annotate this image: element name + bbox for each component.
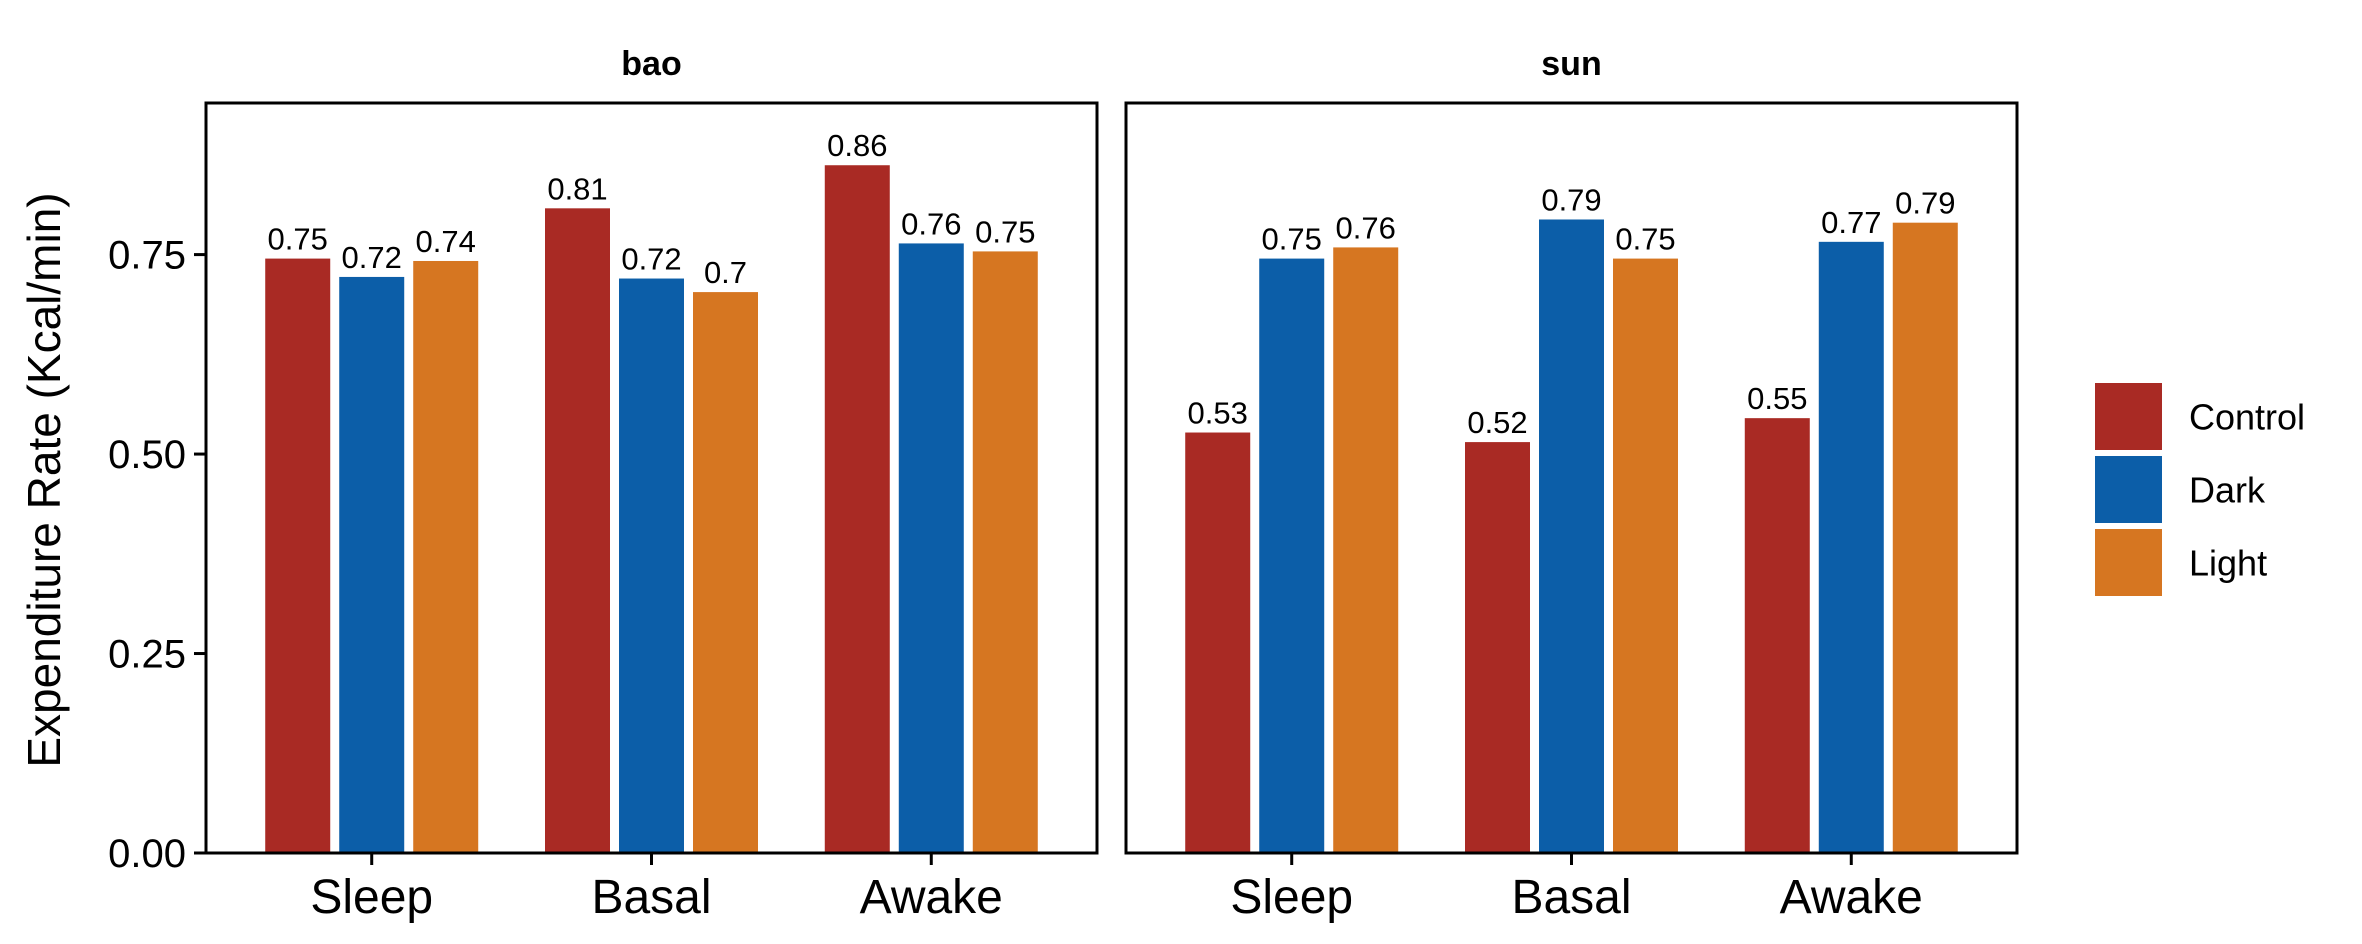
bar-sun-awake-control [1744, 418, 1810, 853]
bar-label: 0.72 [621, 242, 681, 277]
y-tick-label: 0.25 [108, 633, 186, 677]
bar-label: 0.72 [342, 240, 402, 275]
bar-bao-awake-light [972, 251, 1038, 854]
bar-label: 0.81 [547, 171, 607, 206]
bar-label: 0.79 [1541, 182, 1601, 217]
facet-title: sun [1541, 45, 1601, 83]
bar-bao-sleep-light [413, 260, 479, 853]
bar-label: 0.75 [268, 222, 328, 257]
y-tick-label: 0.75 [108, 234, 186, 278]
bar-bao-basal-dark [619, 278, 684, 853]
bar-bao-basal-light [693, 292, 758, 854]
bar-label: 0.52 [1467, 405, 1527, 440]
bar-sun-sleep-light [1333, 247, 1399, 853]
bar-sun-awake-dark [1818, 241, 1884, 854]
bar-label: 0.75 [975, 214, 1035, 249]
legend-item-light: Light [2095, 529, 2267, 596]
legend-label: Light [2189, 543, 2267, 584]
x-tick-label: Awake [860, 871, 1003, 924]
x-tick-label: Basal [591, 871, 711, 924]
panel-border [204, 101, 1099, 855]
bar-label: 0.55 [1747, 381, 1807, 416]
bar-label: 0.76 [1336, 210, 1396, 245]
bar-label: 0.74 [416, 224, 476, 259]
bar-label: 0.86 [827, 128, 887, 163]
legend-item-control: Control [2095, 383, 2305, 450]
bar-bao-sleep-dark [339, 276, 405, 853]
y-tick-label: 0.00 [108, 832, 186, 876]
x-tick-label: Awake [1780, 871, 1923, 924]
legend-label: Dark [2189, 470, 2266, 511]
bar-sun-basal-dark [1539, 219, 1604, 853]
y-tick-label: 0.50 [108, 433, 186, 477]
bar-label: 0.7 [704, 255, 747, 290]
bar-sun-sleep-dark [1259, 258, 1325, 854]
facet-bao: bao 0.75 0.72 0.74 Sleep 0.81 0.72 0.7 Basal 0.86… [204, 45, 1099, 924]
bar-label: 0.76 [901, 206, 961, 241]
panel-border [1124, 101, 2019, 855]
bar-label: 0.53 [1188, 396, 1248, 431]
legend: Control Dark Light [2095, 383, 2305, 596]
x-tick-label: Sleep [310, 871, 433, 924]
bar-sun-basal-light [1613, 258, 1678, 854]
bar-bao-sleep-control [265, 258, 331, 854]
legend-item-dark: Dark [2095, 456, 2266, 523]
bar-label: 0.79 [1895, 186, 1955, 221]
legend-label: Control [2189, 397, 2305, 438]
bar-sun-awake-light [1892, 222, 1958, 853]
y-axis-title: Expenditure Rate (Kcal/min) [18, 192, 70, 767]
legend-swatch [2095, 456, 2162, 523]
facet-title: bao [621, 45, 681, 83]
facet-panels: bao 0.75 0.72 0.74 Sleep 0.81 0.72 0.7 Basal 0.86… [204, 45, 2019, 924]
facet-sun: sun 0.53 0.75 0.76 Sleep 0.52 0.79 0.75 Basal 0.5… [1124, 45, 2019, 924]
bar-bao-basal-control [545, 208, 610, 853]
bar-label: 0.75 [1615, 222, 1675, 257]
bar-bao-awake-control [824, 165, 890, 854]
bar-sun-sleep-control [1185, 432, 1251, 853]
bar-label: 0.77 [1821, 205, 1881, 240]
y-axis: 0.00 0.25 0.50 0.75 [108, 234, 206, 876]
x-tick-label: Basal [1511, 871, 1631, 924]
x-tick-label: Sleep [1230, 871, 1353, 924]
bar-sun-basal-control [1465, 442, 1530, 853]
legend-swatch [2095, 529, 2162, 596]
bar-label: 0.75 [1262, 222, 1322, 257]
bar-bao-awake-dark [898, 243, 964, 853]
legend-swatch [2095, 383, 2162, 450]
